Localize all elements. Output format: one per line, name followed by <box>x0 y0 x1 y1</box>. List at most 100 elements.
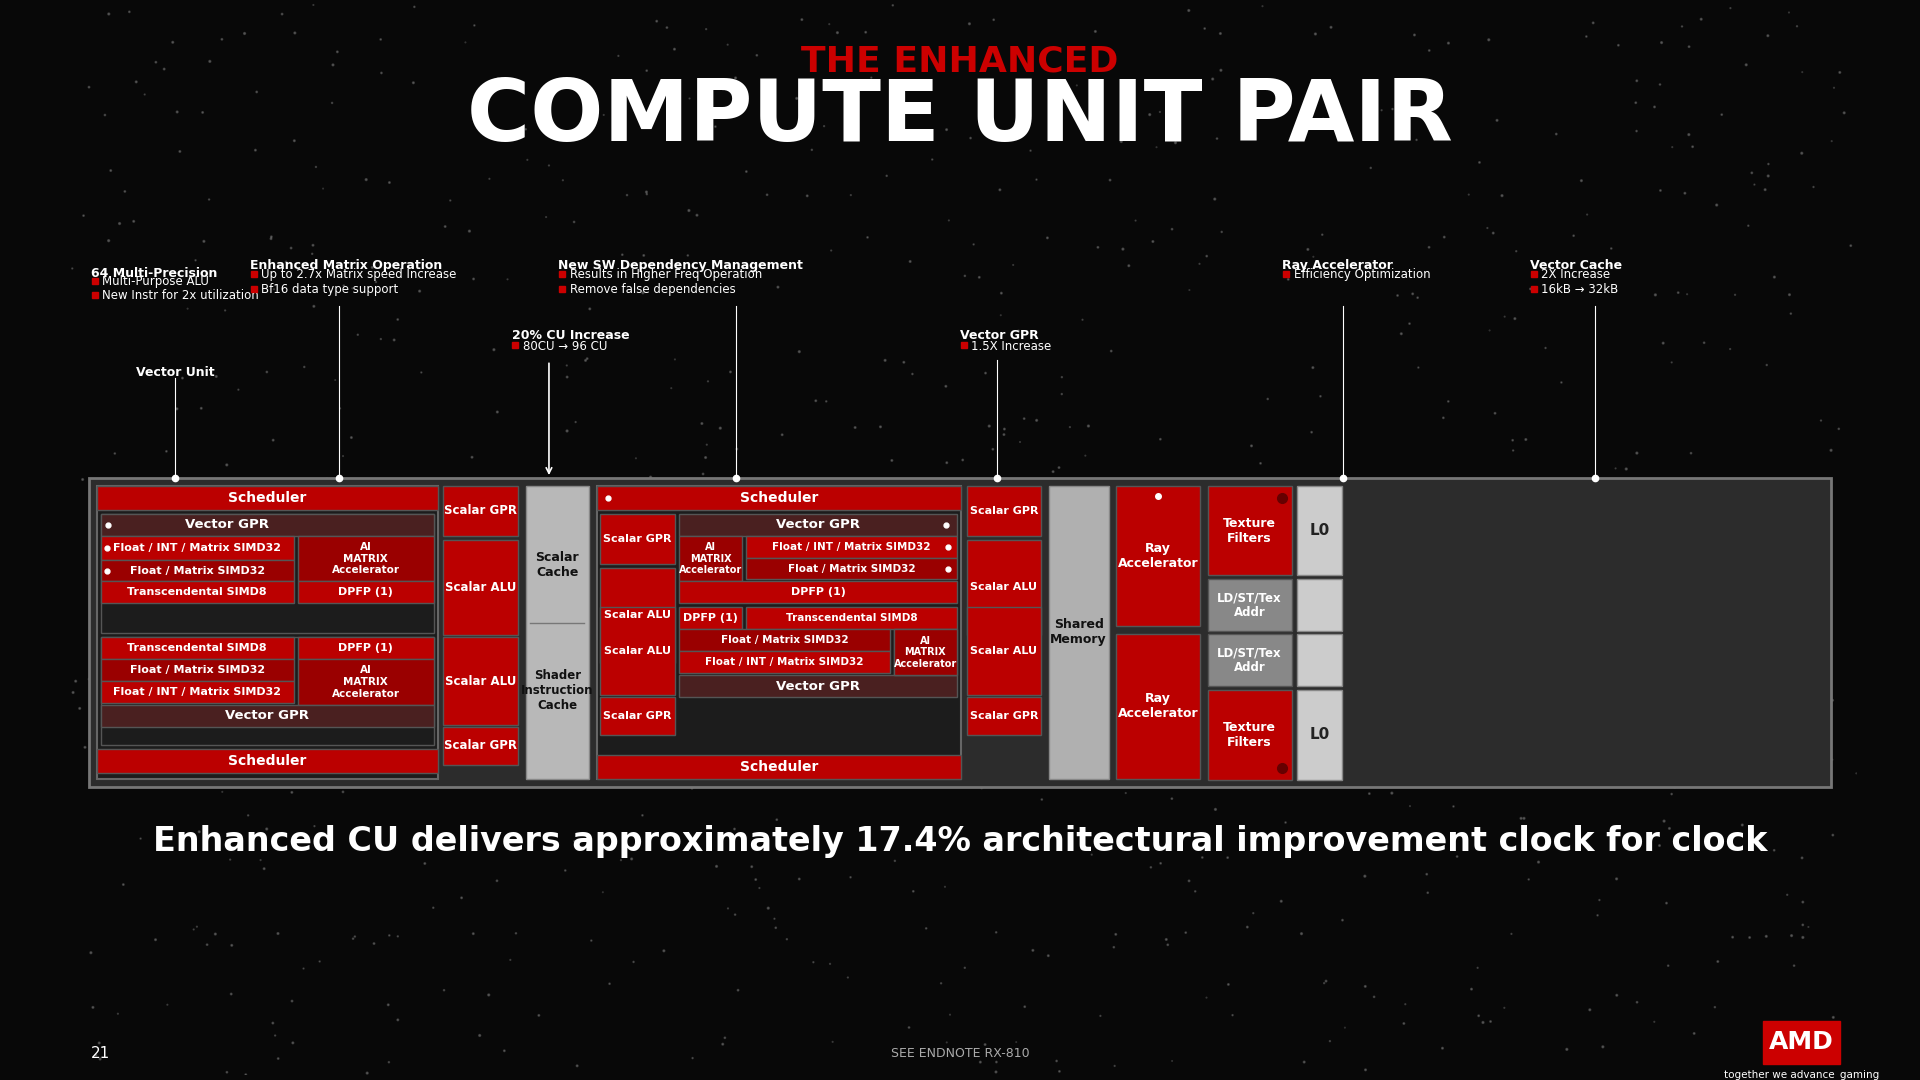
Point <box>943 726 973 743</box>
Point <box>682 206 712 224</box>
Point <box>359 602 390 619</box>
Point <box>384 474 415 491</box>
Point <box>1782 17 1812 35</box>
Point <box>1407 525 1438 542</box>
Point <box>720 752 751 769</box>
Point <box>1135 859 1165 876</box>
Point <box>1824 1050 1855 1067</box>
Point <box>1181 738 1212 755</box>
Bar <box>298 659 434 705</box>
Point <box>989 420 1020 437</box>
Point <box>1753 167 1784 185</box>
Point <box>1156 1052 1187 1069</box>
Point <box>678 1050 708 1067</box>
Point <box>1475 740 1505 757</box>
Text: Transcendental SIMD8: Transcendental SIMD8 <box>127 588 267 597</box>
Point <box>223 629 253 646</box>
Point <box>1384 605 1415 622</box>
Point <box>271 253 301 270</box>
Point <box>1592 573 1622 591</box>
Point <box>1674 126 1705 144</box>
Point <box>482 403 513 420</box>
Point <box>879 852 910 869</box>
Text: AMD: AMD <box>1770 1030 1834 1054</box>
Text: Vector GPR: Vector GPR <box>960 328 1039 341</box>
Point <box>1486 187 1517 204</box>
Point <box>534 157 564 174</box>
Point <box>1571 28 1601 45</box>
Point <box>1350 1062 1380 1079</box>
Text: Scheduler: Scheduler <box>228 754 307 768</box>
Point <box>399 499 430 516</box>
Point <box>762 279 793 296</box>
Text: Vector GPR: Vector GPR <box>225 710 309 723</box>
Point <box>1077 846 1108 863</box>
Bar <box>298 637 434 659</box>
Point <box>1816 442 1847 459</box>
Point <box>1494 477 1524 495</box>
Text: Enhanced CU delivers approximately 17.4% architectural improvement clock for clo: Enhanced CU delivers approximately 17.4%… <box>154 825 1766 858</box>
Point <box>1788 893 1818 910</box>
Point <box>1173 282 1204 299</box>
Point <box>409 855 440 873</box>
Point <box>1430 761 1461 779</box>
Point <box>1317 113 1348 131</box>
Point <box>1793 918 1824 935</box>
Point <box>482 70 513 87</box>
Point <box>1160 648 1190 665</box>
Point <box>1411 865 1442 882</box>
Point <box>1667 17 1697 35</box>
Point <box>207 30 238 48</box>
Point <box>1534 555 1565 572</box>
Point <box>866 569 897 586</box>
Point <box>465 1027 495 1044</box>
Point <box>338 930 369 947</box>
Text: New Instr for 2x utilization: New Instr for 2x utilization <box>102 289 259 302</box>
Point <box>1356 693 1386 711</box>
Point <box>1659 779 1690 796</box>
Point <box>1788 916 1818 933</box>
Point <box>651 19 682 37</box>
Point <box>877 451 908 469</box>
Point <box>1018 942 1048 959</box>
Point <box>211 1064 242 1080</box>
Point <box>365 31 396 49</box>
Point <box>547 634 578 651</box>
Text: Efficiency Optimization: Efficiency Optimization <box>1294 268 1430 281</box>
Point <box>1759 269 1789 286</box>
Point <box>152 996 182 1013</box>
Point <box>1427 1040 1457 1057</box>
Point <box>1753 156 1784 173</box>
Point <box>250 860 280 877</box>
Point <box>180 252 211 269</box>
Point <box>459 17 490 35</box>
Point <box>382 1011 413 1028</box>
Point <box>1033 947 1064 964</box>
Text: Vector Cache: Vector Cache <box>1530 259 1622 272</box>
Point <box>165 143 196 160</box>
Point <box>198 692 228 710</box>
Point <box>1611 460 1642 477</box>
Point <box>1246 455 1277 472</box>
Point <box>493 831 524 848</box>
Point <box>1296 423 1327 441</box>
Point <box>628 247 659 265</box>
Point <box>956 130 987 147</box>
Point <box>1183 640 1213 658</box>
Point <box>693 542 724 559</box>
Point <box>628 807 659 824</box>
Point <box>1181 882 1212 900</box>
Point <box>839 419 870 436</box>
Point <box>929 878 960 895</box>
Point <box>893 1018 924 1036</box>
Point <box>1657 354 1688 372</box>
Point <box>1044 1063 1075 1080</box>
Text: Shader
Instruction
Cache: Shader Instruction Cache <box>520 670 593 713</box>
Point <box>328 447 359 464</box>
Point <box>252 363 282 380</box>
Point <box>1046 368 1077 386</box>
Point <box>1588 1038 1619 1055</box>
Point <box>113 678 144 696</box>
Point <box>1830 104 1860 121</box>
Bar <box>100 637 434 745</box>
